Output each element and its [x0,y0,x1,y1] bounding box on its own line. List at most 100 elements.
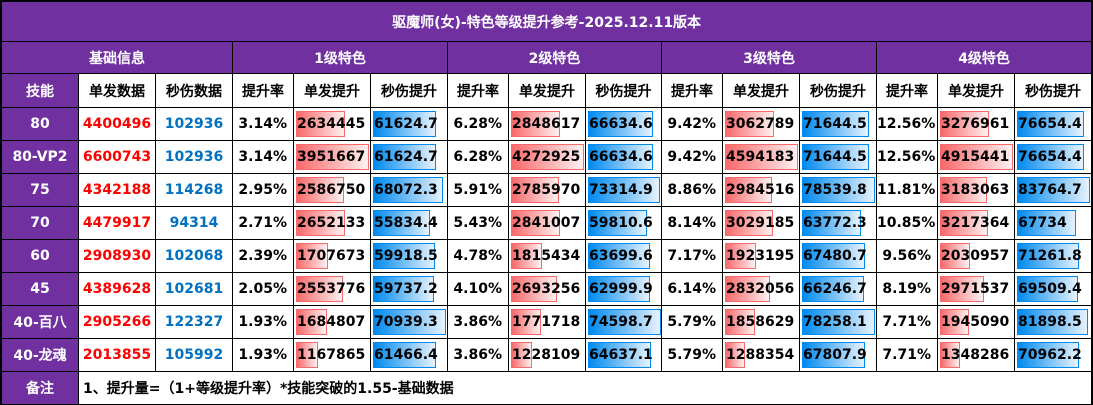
blue-data-bar [373,243,435,269]
dps-data-cell: 102936 [155,107,233,141]
l4-single-up-value: 2030957 [941,248,1010,264]
l2-single-up-value: 1771718 [512,314,581,330]
l3-dps-up-value: 67480.7 [803,248,867,264]
l1-dps-up-value: 61624.7 [374,149,438,165]
l4-dps-up-cell: 81898.5 [1013,305,1093,339]
l4-single-up-value: 1945090 [941,314,1010,330]
l4-single-up-value: 1348286 [941,347,1010,363]
l2-dps-up-value: 62999.9 [589,281,653,297]
blue-data-bar [373,111,436,137]
l2-rate-cell: 5.91% [447,173,509,207]
l1-single-up-value: 2634445 [297,116,366,132]
l3-single-up-value: 1288354 [726,347,795,363]
l3-single-up-cell: 2984516 [722,173,800,207]
l2-single-up-value: 1815434 [512,248,581,264]
l3-single-up-value: 3029185 [726,215,795,231]
l1-dps-up-value: 61624.7 [374,116,438,132]
l2-single-up-cell: 2848617 [508,107,586,141]
l4-single-up-value: 3183063 [941,182,1010,198]
red-data-bar [725,177,772,203]
col-header-skill: 技能 [1,73,79,108]
l4-rate-cell: 10.85% [876,206,938,240]
l2-single-up-cell: 2693256 [508,272,586,306]
col-header-dps: 秒伤数据 [155,73,233,108]
l4-dps-up-cell: 83764.7 [1013,173,1093,207]
l3-single-up-value: 4594183 [726,149,795,165]
l4-dps-up-value: 76654.4 [1018,116,1082,132]
l2-rate-cell: 3.86% [447,338,509,372]
l3-single-up-value: 2984516 [726,182,795,198]
l1-single-up-cell: 1684807 [293,305,371,339]
blue-data-bar [1017,342,1079,368]
table-row: 70 4479917 94314 2.71% 2652133 55834.4 5.43% 28… [1,206,1093,240]
red-data-bar [511,342,532,368]
l3-dps-up-cell: 78258.1 [799,305,877,339]
skill-cell: 40-百八 [1,305,79,339]
l3-single-up-cell: 2832056 [722,272,800,306]
blue-data-bar [373,210,430,236]
l2-single-up-value: 4272925 [512,149,581,165]
blue-data-bar [802,276,864,302]
table-row: 75 4342188 114268 2.95% 2586750 68072.3 5.91% 2… [1,173,1093,207]
red-data-bar [511,243,542,269]
l2-single-up-cell: 2841007 [508,206,586,240]
l3-single-up-value: 1923195 [726,248,795,264]
dps-data-cell: 102936 [155,140,233,174]
l3-dps-up-value: 78539.8 [803,182,867,198]
l3-dps-up-value: 67807.9 [803,347,867,363]
col-header-lv4-rate: 提升率 [876,73,938,108]
l3-dps-up-value: 71644.5 [803,149,867,165]
l1-dps-up-value: 70939.3 [374,314,438,330]
table-row: 60 2908930 102068 2.39% 1707673 59918.5 4.78% 1… [1,239,1093,273]
blue-data-bar [588,177,660,203]
red-data-bar [725,243,756,269]
single-data-cell: 4389628 [78,272,156,306]
single-data-cell: 2013855 [78,338,156,372]
l4-dps-up-cell: 71261.8 [1013,239,1093,273]
col-header-lv3-rate: 提升率 [661,73,723,108]
l4-dps-up-cell: 76654.4 [1013,140,1093,174]
l2-dps-up-value: 74598.7 [589,314,653,330]
blue-data-bar [802,342,865,368]
blue-data-bar [1017,210,1076,236]
l4-dps-up-value: 69509.4 [1018,281,1082,297]
l4-dps-up-value: 70962.2 [1018,347,1082,363]
group-header-lv4: 4级特色 [875,41,1093,74]
red-data-bar [296,111,345,137]
l4-rate-cell: 12.56% [876,140,938,174]
dps-data-cell: 94314 [155,206,233,240]
l2-single-up-cell: 1228109 [508,338,586,372]
l1-single-up-value: 2586750 [297,182,366,198]
col-header-lv4-single-up: 单发提升 [937,73,1015,108]
l4-dps-up-value: 76654.4 [1018,149,1082,165]
l3-dps-up-value: 63772.3 [803,215,867,231]
l1-dps-up-cell: 61624.7 [370,107,448,141]
single-data-cell: 4479917 [78,206,156,240]
blue-data-bar [1017,276,1078,302]
l3-dps-up-cell: 63772.3 [799,206,877,240]
col-header-lv2-single-up: 单发提升 [508,73,586,108]
blue-data-bar [802,210,861,236]
dps-data-cell: 114268 [155,173,233,207]
l1-rate-cell: 2.05% [232,272,294,306]
col-header-lv3-dps-up: 秒伤提升 [799,73,877,108]
single-data-cell: 6600743 [78,140,156,174]
blue-data-bar [373,309,446,335]
l3-dps-up-cell: 71644.5 [799,107,877,141]
l4-single-up-value: 3276961 [941,116,1010,132]
col-header-single: 单发数据 [78,73,156,108]
l4-dps-up-value: 71261.8 [1018,248,1082,264]
l2-rate-cell: 5.43% [447,206,509,240]
skill-cell: 60 [1,239,79,273]
group-header-base: 基础信息 [1,41,233,74]
blue-data-bar [802,309,875,335]
l3-rate-cell: 6.14% [661,272,723,306]
l4-single-up-value: 3217364 [941,215,1010,231]
skill-cell: 80-VP2 [1,140,79,174]
blue-data-bar [802,144,869,170]
l2-dps-up-value: 66634.6 [589,116,653,132]
l3-single-up-cell: 1923195 [722,239,800,273]
red-data-bar [725,210,773,236]
